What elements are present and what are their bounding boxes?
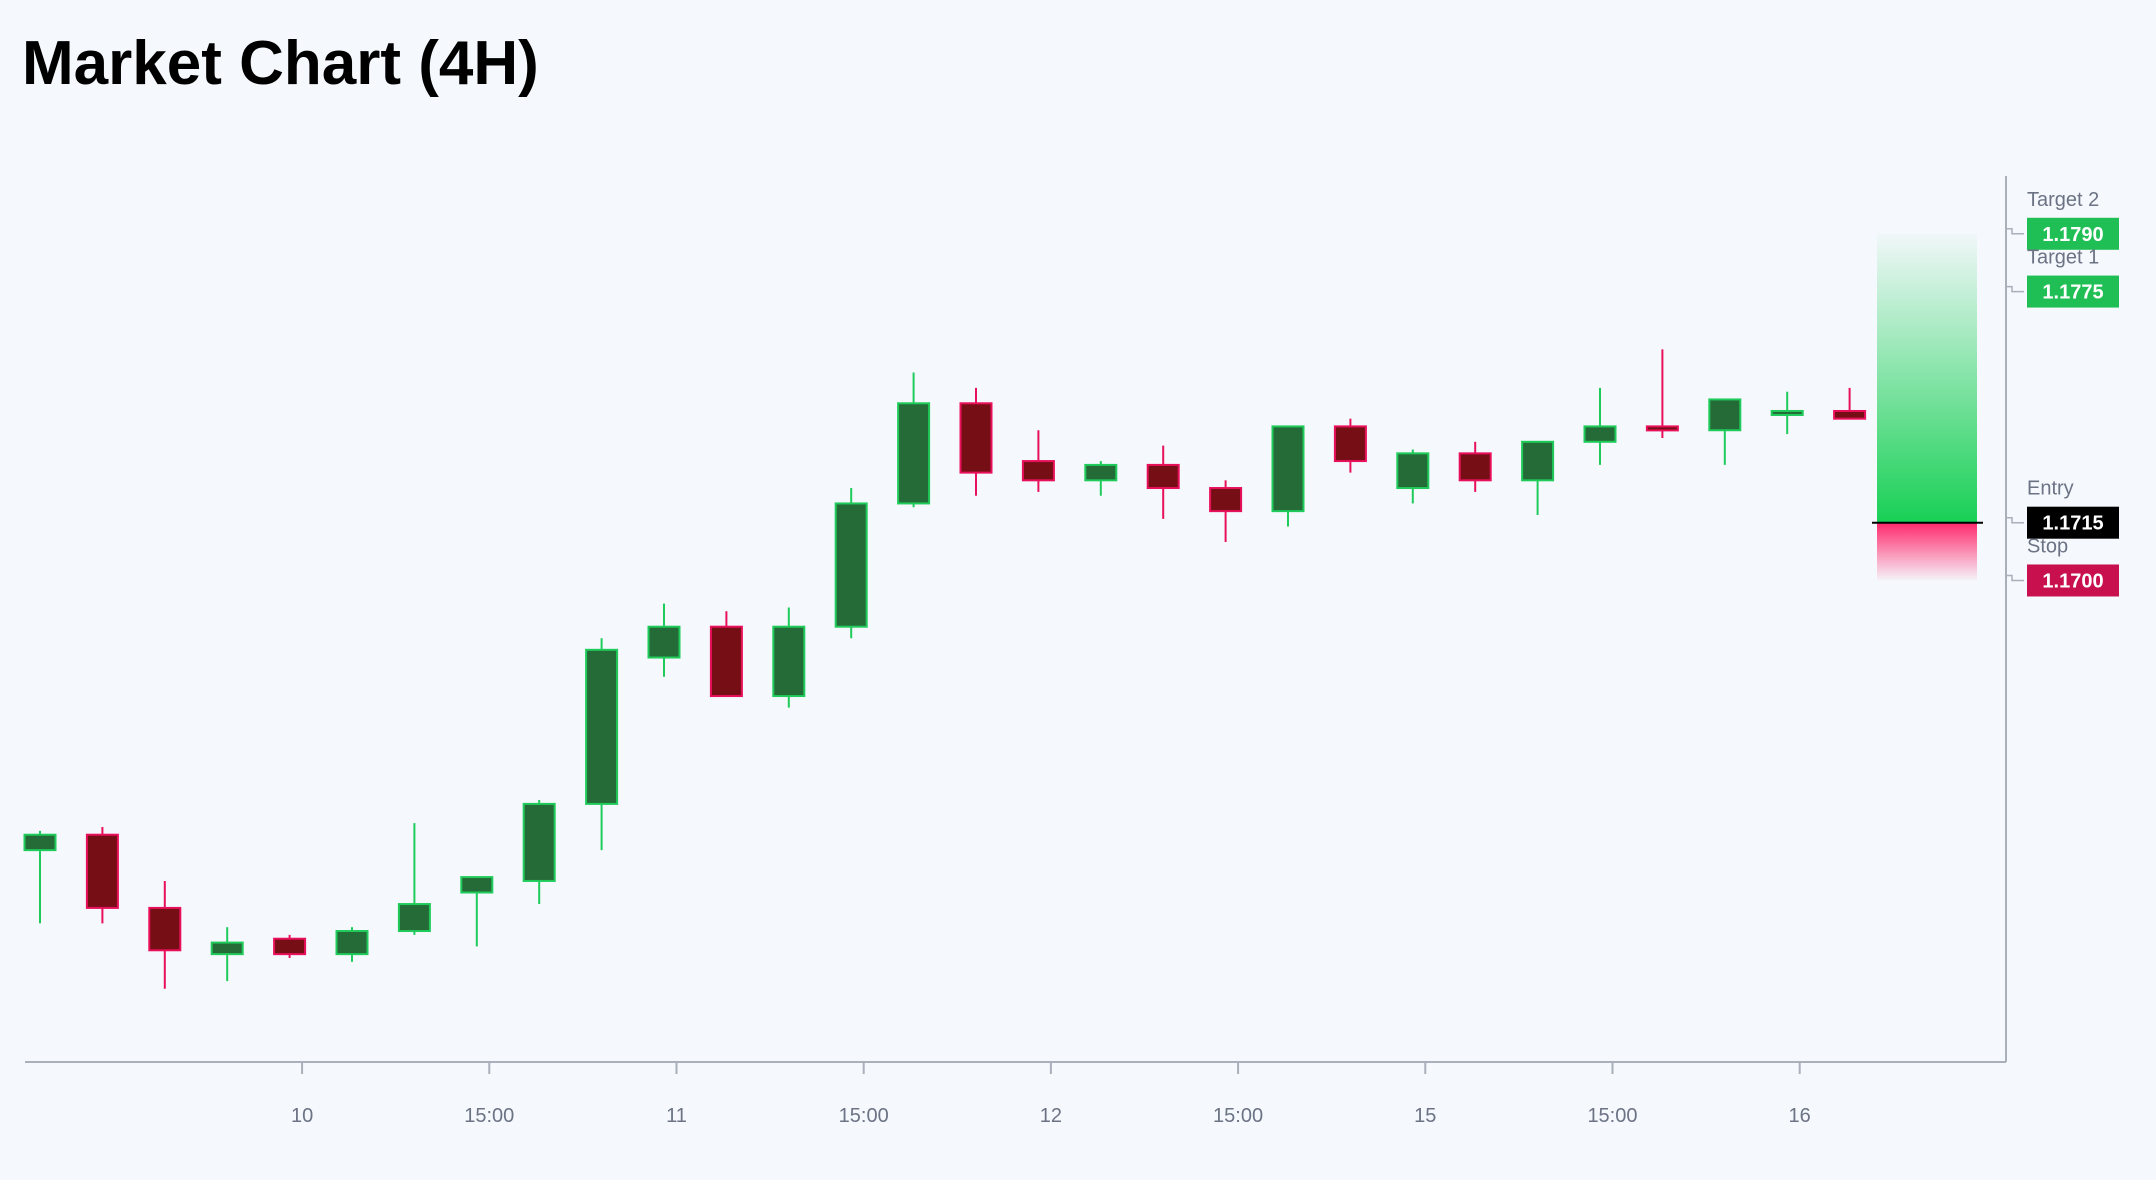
candle <box>85 827 119 924</box>
candle-body <box>1146 463 1180 490</box>
candle-body <box>709 625 743 698</box>
candle-body <box>585 648 619 805</box>
candle <box>460 876 494 947</box>
candle-body <box>210 941 244 956</box>
candle <box>1209 480 1243 542</box>
candle <box>1458 441 1492 492</box>
candle-body <box>460 876 494 894</box>
level-value: 1.1700 <box>2042 570 2103 592</box>
candle-body <box>647 625 681 659</box>
level-badge <box>2027 275 2119 308</box>
candle-body <box>1833 409 1867 420</box>
x-tick-label: 15 <box>1414 1105 1436 1127</box>
candle <box>1084 461 1118 496</box>
candle <box>210 927 244 982</box>
level-name: Entry <box>2027 478 2074 500</box>
x-tick-label: 15:00 <box>1587 1105 1637 1127</box>
candles <box>23 349 1867 989</box>
candle <box>647 603 681 677</box>
candle <box>1396 449 1430 504</box>
candle-body <box>1021 460 1055 482</box>
profit-zone <box>1877 233 1977 523</box>
x-tick-label: 15:00 <box>464 1105 514 1127</box>
candle <box>897 372 931 508</box>
candle-body <box>148 906 182 952</box>
candle-body <box>1583 425 1617 443</box>
candle <box>148 880 182 989</box>
level-badge <box>2027 217 2119 250</box>
candle <box>709 611 743 698</box>
candle <box>585 638 619 851</box>
candle-body <box>1708 398 1742 432</box>
candle <box>1708 398 1742 465</box>
candle-body <box>772 625 806 698</box>
price-level: Stop 1.1700 <box>2006 535 2119 597</box>
candle-body <box>834 502 868 628</box>
candle <box>1333 418 1367 473</box>
candle-body <box>85 833 119 909</box>
price-level: Target 1 1.1775 <box>2006 247 2119 308</box>
level-name: Target 2 <box>2027 189 2099 211</box>
level-connector <box>2006 228 2024 235</box>
candle-body <box>273 937 307 956</box>
candle <box>1645 349 1679 438</box>
x-tick-label: 15:00 <box>839 1105 889 1127</box>
chart-axes <box>25 176 2007 1063</box>
candle <box>1833 387 1867 420</box>
candle <box>397 823 431 935</box>
level-connector <box>2006 574 2024 582</box>
candle <box>23 830 57 924</box>
candle <box>1583 387 1617 465</box>
level-badge <box>2027 564 2119 597</box>
candle <box>273 934 307 958</box>
level-value: 1.1775 <box>2042 282 2103 304</box>
x-tick-label: 10 <box>291 1105 313 1127</box>
candle <box>522 800 556 905</box>
candle-body <box>1333 425 1367 463</box>
price-level: Target 2 1.1790 <box>2006 189 2119 250</box>
loss-zone <box>1877 522 1977 581</box>
x-tick-label: 16 <box>1789 1105 1811 1127</box>
candle <box>1770 391 1804 435</box>
trade-zones <box>1872 233 1983 581</box>
price-level: Entry 1.1715 <box>2006 478 2119 539</box>
candle <box>1521 440 1555 515</box>
candle-body <box>1521 440 1555 482</box>
candle <box>772 607 806 708</box>
candle <box>1146 445 1180 519</box>
candle-body <box>1396 452 1430 490</box>
level-connector <box>2006 516 2024 524</box>
candle-body <box>1770 409 1804 416</box>
level-name: Target 1 <box>2027 247 2099 269</box>
candle-body <box>522 802 556 882</box>
candle-body <box>959 402 993 474</box>
candle-body <box>1209 487 1243 513</box>
candle-body <box>1458 452 1492 482</box>
candle-body <box>397 903 431 933</box>
candle <box>959 387 993 496</box>
level-value: 1.1715 <box>2042 513 2103 535</box>
candle-body <box>23 833 57 852</box>
x-tick-label: 11 <box>666 1105 687 1127</box>
x-axis-ticks: 10 15:00 11 15:00 12 15:00 15 15:00 16 <box>291 1062 1811 1127</box>
candle-body <box>1084 463 1118 482</box>
level-value: 1.1790 <box>2042 224 2103 246</box>
candle <box>335 927 369 962</box>
level-connector <box>2006 285 2024 293</box>
level-name: Stop <box>2027 535 2068 557</box>
candle-body <box>897 402 931 505</box>
x-tick-label: 15:00 <box>1213 1105 1263 1127</box>
level-badge <box>2027 506 2119 539</box>
candle <box>1271 425 1305 527</box>
candle <box>834 488 868 639</box>
candle-body <box>1271 425 1305 513</box>
candle-body <box>335 930 369 956</box>
page-title: Market Chart (4H) <box>22 29 539 98</box>
x-tick-label: 12 <box>1040 1105 1062 1127</box>
candle-body <box>1645 425 1679 432</box>
candle <box>1021 430 1055 492</box>
